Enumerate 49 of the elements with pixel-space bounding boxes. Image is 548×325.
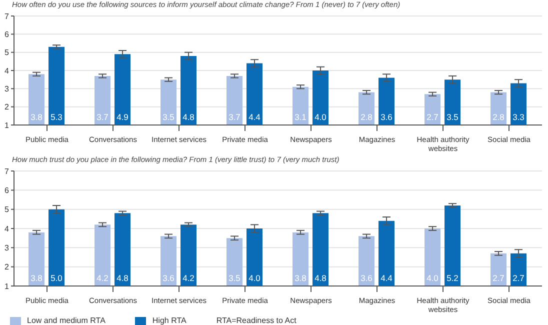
data-label: 4.9 [116,112,129,122]
y-tick-label: 5 [4,205,10,214]
data-label: 4.2 [182,273,195,283]
data-label: 3.8 [30,112,43,122]
data-label: 3.7 [96,112,109,122]
data-label: 3.6 [380,112,393,122]
data-label: 3.5 [228,273,241,283]
data-label: 4.0 [426,273,439,283]
data-label: 4.8 [116,273,129,283]
y-tick-label: 7 [4,12,10,21]
data-label: 3.1 [294,112,307,122]
data-label: 4.8 [182,112,195,122]
data-label: 3.8 [294,273,307,283]
data-label: 4.0 [248,273,261,283]
data-label: 4.4 [380,273,393,283]
data-label: 4.0 [314,112,327,122]
y-tick-label: 6 [4,186,10,196]
data-label: 3.7 [228,112,241,122]
data-label: 3.8 [30,273,43,283]
y-tick-label: 7 [4,166,10,176]
data-label: 4.2 [96,273,109,283]
data-label: 4.4 [248,112,261,122]
data-label: 5.2 [446,273,459,283]
y-tick-label: 5 [4,48,10,58]
data-label: 2.7 [492,273,505,283]
text: RTA=Readiness to Act [216,316,296,325]
y-tick-label: 1 [4,120,10,130]
data-label: 4.8 [314,273,327,283]
y-tick-label: 3 [4,244,10,253]
data-label: 3.3 [512,112,525,122]
y-tick-label: 6 [4,30,10,40]
data-label: 3.5 [446,112,459,122]
legend-label: Low and medium RTA [26,316,106,325]
data-label: 3.5 [162,112,175,122]
y-tick-label: 4 [4,66,10,76]
y-tick-label: 3 [4,84,10,94]
data-label: 3.6 [162,273,175,283]
y-tick-label: 2 [4,262,10,272]
data-label: 2.7 [512,273,525,283]
data-label: 2.7 [426,112,439,122]
y-tick-label: 1 [4,282,10,291]
data-label: 2.8 [360,112,373,122]
y-tick-label: 4 [4,224,10,234]
data-label: 3.6 [360,273,373,283]
data-label: 2.8 [492,112,505,122]
data-label: 5.3 [50,112,63,122]
y-tick-label: 2 [4,102,10,112]
legend-label: High RTA [151,316,186,325]
data-label: 5.0 [50,273,63,283]
